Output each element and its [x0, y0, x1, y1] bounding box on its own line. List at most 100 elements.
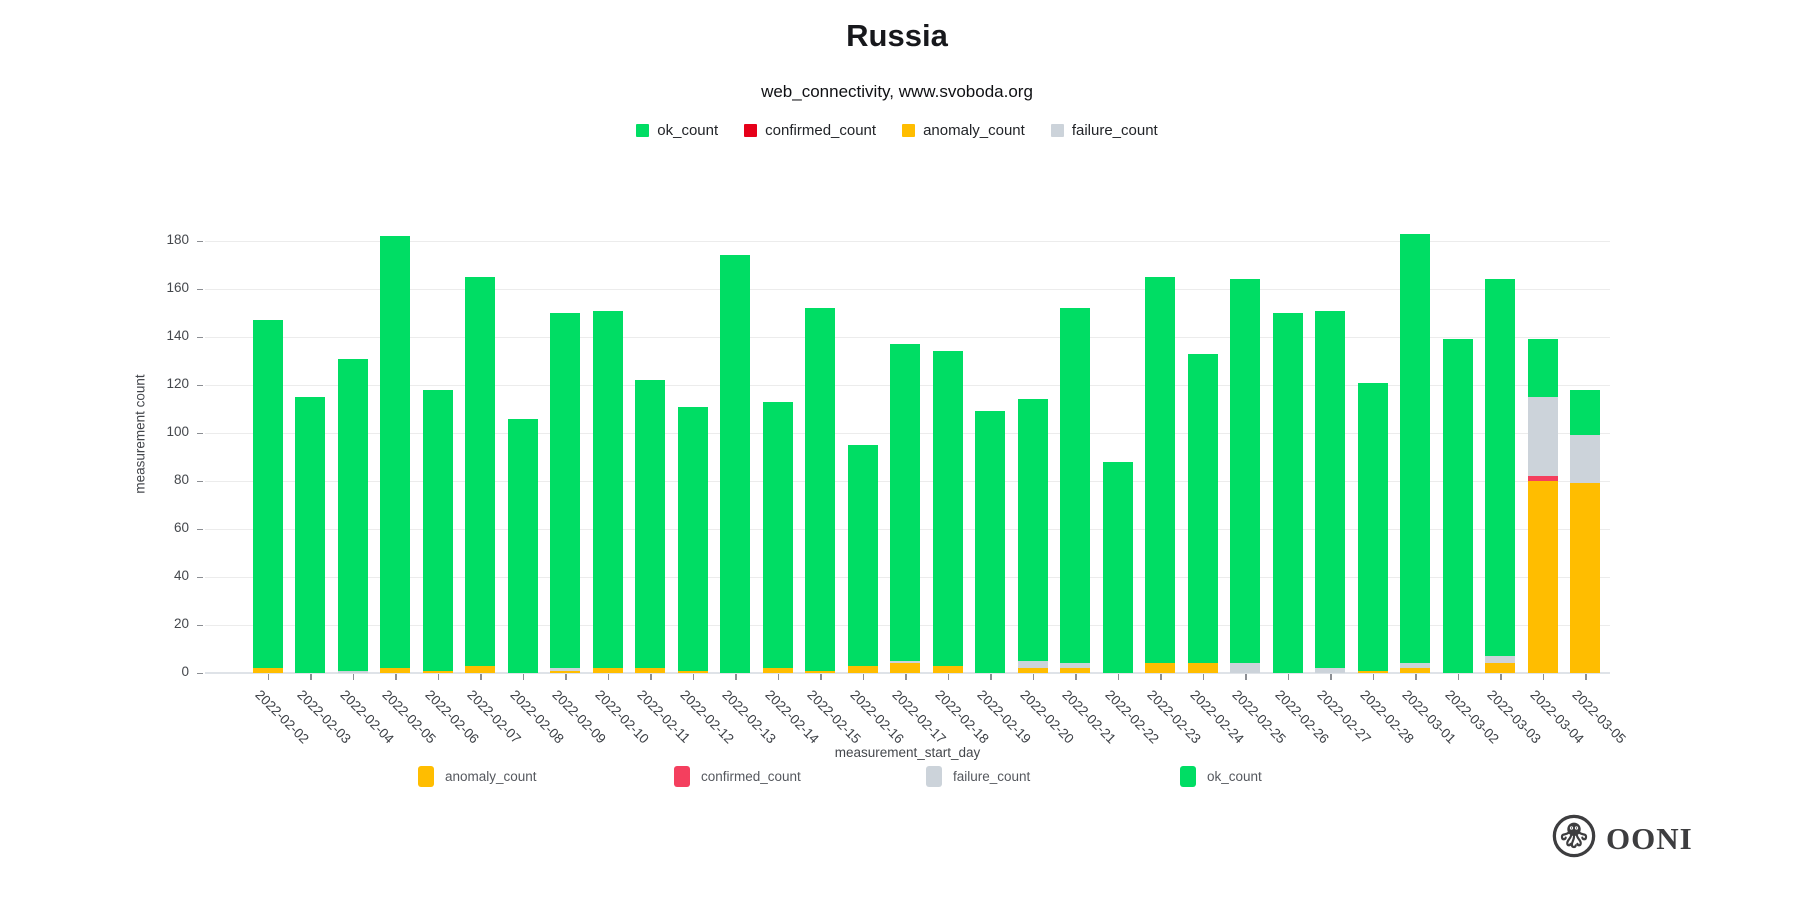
zero-line	[205, 672, 1610, 674]
bar-segment-anomaly_count[interactable]	[847, 665, 878, 673]
bar-segment-anomaly_count[interactable]	[890, 663, 920, 673]
bar-segment-anomaly_count[interactable]	[1357, 670, 1388, 673]
bar-segment-ok_count[interactable]	[337, 358, 368, 671]
bar-segment-ok_count[interactable]	[380, 236, 410, 669]
bar-segment-ok_count[interactable]	[932, 351, 963, 666]
bar-segment-ok_count[interactable]	[720, 255, 750, 673]
y-tick-mark	[197, 337, 203, 338]
x-tick-mark	[820, 674, 822, 680]
y-tick-label: 180	[166, 232, 189, 247]
x-tick-mark	[437, 674, 439, 680]
bar-segment-anomaly_count[interactable]	[252, 668, 283, 673]
bar-segment-ok_count[interactable]	[847, 445, 878, 666]
bar-segment-failure_count[interactable]	[1060, 663, 1090, 669]
bar-segment-ok_count[interactable]	[1570, 389, 1600, 436]
legend-item-confirmed_count[interactable]: confirmed_count	[674, 766, 801, 787]
x-tick-mark	[1330, 674, 1332, 680]
legend-item-anomaly_count[interactable]: anomaly_count	[418, 766, 537, 787]
bar-segment-failure_count[interactable]	[890, 661, 920, 664]
bar-segment-anomaly_count[interactable]	[592, 668, 623, 673]
legend-item-anomaly_count[interactable]: anomaly_count	[902, 122, 1025, 139]
bar-segment-ok_count[interactable]	[1060, 308, 1090, 664]
bar-segment-failure_count[interactable]	[550, 668, 580, 671]
bar-segment-failure_count[interactable]	[1230, 663, 1260, 673]
legend-item-failure_count[interactable]: failure_count	[1050, 122, 1158, 139]
bar-segment-anomaly_count[interactable]	[805, 670, 835, 673]
bar-segment-anomaly_count[interactable]	[380, 668, 410, 673]
bar-segment-ok_count[interactable]	[1145, 277, 1175, 664]
bar-segment-anomaly_count[interactable]	[550, 670, 580, 673]
x-tick-mark	[480, 674, 482, 680]
bar-segment-ok_count[interactable]	[295, 397, 325, 673]
y-tick-mark	[197, 577, 203, 578]
x-tick-mark	[905, 674, 907, 680]
bar-segment-ok_count[interactable]	[550, 313, 580, 669]
bar-segment-failure_count[interactable]	[1485, 656, 1515, 664]
x-tick-mark	[947, 674, 949, 680]
bar-segment-ok_count[interactable]	[635, 380, 665, 669]
bar-segment-anomaly_count[interactable]	[677, 670, 708, 673]
bar-segment-ok_count[interactable]	[1442, 339, 1473, 673]
legend-item-failure_count[interactable]: failure_count	[926, 766, 1030, 787]
bar-segment-anomaly_count[interactable]	[635, 668, 665, 673]
x-tick-mark	[1245, 674, 1247, 680]
bar-segment-ok_count[interactable]	[1272, 313, 1303, 673]
bar-segment-failure_count[interactable]	[1527, 397, 1558, 477]
bar-segment-failure_count[interactable]	[1017, 661, 1048, 669]
bar-segment-anomaly_count[interactable]	[762, 668, 793, 673]
bar-segment-anomaly_count[interactable]	[1060, 668, 1090, 673]
bar-segment-ok_count[interactable]	[975, 411, 1005, 673]
bar-segment-anomaly_count[interactable]	[1400, 668, 1430, 673]
bar-segment-ok_count[interactable]	[805, 308, 835, 671]
bar-segment-ok_count[interactable]	[1400, 233, 1430, 664]
bar-segment-ok_count[interactable]	[1017, 399, 1048, 661]
bar-segment-anomaly_count[interactable]	[1187, 663, 1218, 673]
x-tick-mark	[1500, 674, 1502, 680]
bar-segment-ok_count[interactable]	[1315, 310, 1345, 669]
legend-item-confirmed_count[interactable]: confirmed_count	[744, 122, 876, 139]
gridline	[205, 240, 1610, 242]
bar-segment-ok_count[interactable]	[1527, 339, 1558, 397]
bar-segment-anomaly_count[interactable]	[932, 665, 963, 673]
x-tick-mark	[1202, 674, 1204, 680]
bar-segment-ok_count[interactable]	[507, 418, 538, 673]
bar-segment-anomaly_count[interactable]	[1570, 483, 1600, 673]
x-tick-mark	[692, 674, 694, 680]
bar-segment-ok_count[interactable]	[1485, 279, 1515, 657]
legend-swatch	[744, 124, 758, 137]
bar-segment-failure_count[interactable]	[1570, 435, 1600, 484]
y-tick-mark	[197, 673, 203, 674]
legend-item-ok_count[interactable]: ok_count	[1180, 766, 1262, 787]
legend-item-ok_count[interactable]: ok_count	[636, 122, 718, 139]
bar-segment-ok_count[interactable]	[762, 401, 793, 669]
bar-segment-ok_count[interactable]	[1102, 461, 1133, 673]
bar-segment-failure_count[interactable]	[1400, 663, 1430, 669]
bar-segment-failure_count[interactable]	[1315, 668, 1345, 673]
bar-segment-ok_count[interactable]	[1230, 279, 1260, 664]
bar-segment-ok_count[interactable]	[592, 310, 623, 669]
x-tick-mark	[862, 674, 864, 680]
y-tick-mark	[197, 241, 203, 242]
bar-segment-ok_count[interactable]	[890, 344, 920, 661]
bar-segment-ok_count[interactable]	[677, 406, 708, 671]
bar-segment-anomaly_count[interactable]	[1145, 663, 1175, 673]
bar-segment-anomaly_count[interactable]	[465, 665, 495, 673]
bar-segment-anomaly_count[interactable]	[1485, 663, 1515, 673]
bar-segment-ok_count[interactable]	[422, 389, 453, 671]
legend-label: anomaly_count	[923, 122, 1025, 139]
x-tick-mark	[1075, 674, 1077, 680]
x-tick-mark	[267, 674, 269, 680]
bar-segment-anomaly_count[interactable]	[1527, 481, 1558, 673]
bar-segment-ok_count[interactable]	[252, 320, 283, 669]
bar-segment-failure_count[interactable]	[337, 670, 368, 673]
bar-segment-ok_count[interactable]	[1357, 382, 1388, 671]
bar-segment-ok_count[interactable]	[465, 277, 495, 666]
bar-segment-anomaly_count[interactable]	[422, 670, 453, 673]
legend-swatch	[902, 124, 916, 137]
bar-segment-ok_count[interactable]	[1187, 353, 1218, 664]
x-tick-mark	[1457, 674, 1459, 680]
bar-segment-confirmed_count[interactable]	[1527, 476, 1558, 481]
x-tick-mark	[1372, 674, 1374, 680]
bar-segment-anomaly_count[interactable]	[1017, 668, 1048, 673]
legend-swatch	[1180, 766, 1196, 787]
